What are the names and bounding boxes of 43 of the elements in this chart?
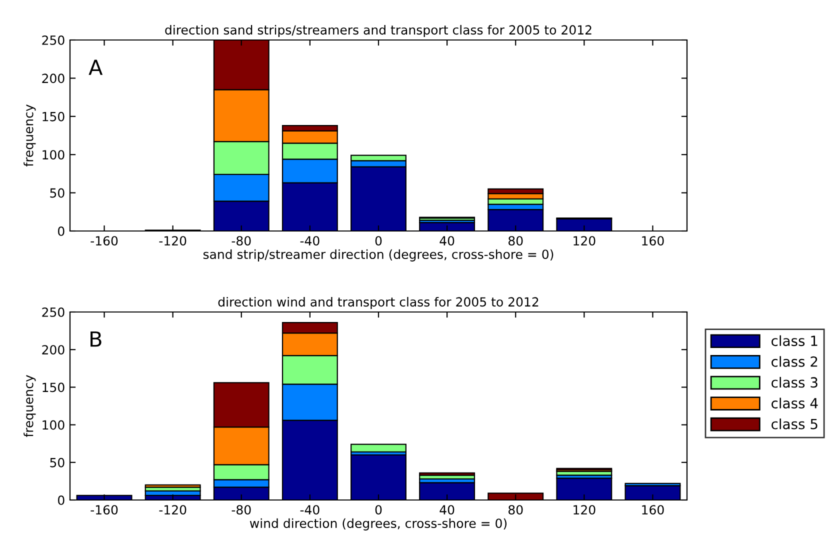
x-tick-label: -120 (159, 505, 186, 515)
x-tick-label: 40 (440, 505, 454, 515)
y-tick-label: 50 (50, 188, 64, 198)
y-tick-label: 150 (42, 112, 64, 122)
chart-title: direction sand strips/streamers and transport class for 2005 to 2012 (165, 24, 592, 38)
x-tick-label: 80 (508, 236, 523, 246)
legend-label: class 1 (772, 335, 818, 346)
y-axis-title: frequency (24, 375, 36, 438)
x-axis-title: sand strip/streamer direction (degrees, cross-shore = 0) (203, 249, 554, 262)
x-tick-label: 80 (508, 505, 523, 515)
x-tick-label: 120 (574, 505, 596, 515)
x-axis-title: wind direction (degrees, cross-shore = 0) (250, 518, 507, 530)
y-tick-label: 50 (50, 458, 64, 468)
x-tick-label: 160 (642, 505, 664, 515)
x-tick-label: -40 (300, 236, 320, 246)
annotation: B (90, 331, 102, 347)
x-tick-label: 0 (375, 505, 382, 515)
legend-label: class 4 (772, 398, 818, 408)
legend-label: class 2 (772, 356, 818, 367)
y-axis-title: frequency (24, 104, 36, 167)
chart-title: direction wind and transport class for 2005 to 2012 (218, 296, 538, 310)
x-tick-label: 40 (440, 236, 454, 246)
x-tick-label: -120 (159, 236, 186, 246)
y-tick-label: 100 (42, 420, 64, 430)
x-tick-label: 120 (574, 236, 596, 246)
legend-label: class 5 (772, 418, 818, 430)
x-tick-label: -80 (232, 505, 251, 515)
y-tick-label: 250 (42, 35, 64, 45)
y-tick-label: 100 (42, 150, 64, 160)
y-tick-label: 0 (58, 495, 64, 505)
y-tick-label: 200 (42, 74, 64, 84)
y-tick-label: 150 (42, 382, 64, 392)
x-tick-label: 160 (642, 236, 664, 246)
x-tick-label: 0 (375, 236, 382, 246)
y-tick-label: 0 (58, 226, 64, 236)
annotation: A (88, 60, 103, 75)
x-tick-label: -160 (90, 236, 118, 246)
x-tick-label: -160 (90, 505, 118, 515)
legend-label: class 3 (772, 376, 818, 388)
x-tick-label: -40 (300, 505, 320, 515)
x-tick-label: -80 (232, 236, 251, 246)
y-tick-label: 250 (42, 307, 64, 317)
y-tick-label: 200 (42, 345, 64, 355)
